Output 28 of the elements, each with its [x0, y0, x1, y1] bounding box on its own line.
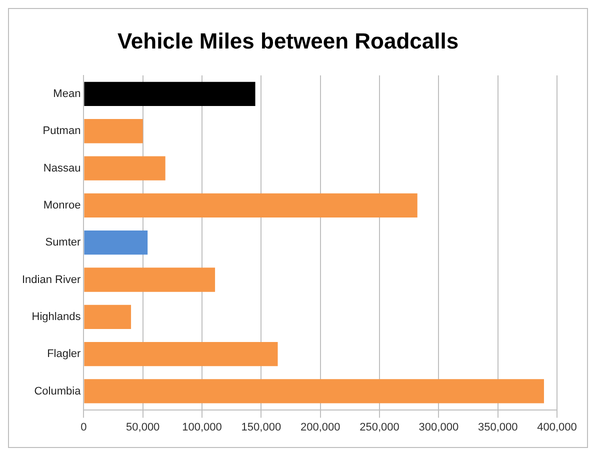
bar — [84, 342, 278, 366]
bar — [84, 82, 256, 106]
x-tick-label: 100,000 — [182, 421, 222, 434]
x-tick-label: 50,000 — [126, 421, 160, 434]
x-tick-label: 150,000 — [241, 421, 282, 434]
y-tick-label: Putman — [42, 125, 81, 138]
x-tick-label: 0 — [80, 421, 87, 434]
bar — [84, 119, 143, 144]
x-tick-label: 200,000 — [300, 421, 340, 434]
bar — [84, 268, 216, 292]
y-tick-label: Highlands — [32, 310, 82, 323]
y-tick-label: Monroe — [43, 199, 81, 212]
x-tick-label: 250,000 — [360, 421, 400, 434]
y-tick-label: Columbia — [34, 385, 82, 398]
y-tick-label: Sumter — [45, 236, 82, 249]
y-tick-label: Mean — [53, 88, 81, 100]
bar — [84, 304, 132, 329]
bar — [84, 156, 166, 180]
bar — [84, 379, 544, 404]
y-tick-label: Flagler — [47, 348, 82, 360]
x-tick-label: 400,000 — [537, 421, 577, 434]
bar — [84, 230, 148, 255]
y-tick-label: Nassau — [43, 162, 81, 174]
bar — [84, 193, 418, 218]
x-tick-label: 350,000 — [478, 421, 518, 434]
x-tick-label: 300,000 — [418, 421, 459, 434]
y-tick-label: Indian River — [22, 274, 82, 286]
chart-title: Vehicle Miles between Roadcalls — [117, 28, 459, 54]
